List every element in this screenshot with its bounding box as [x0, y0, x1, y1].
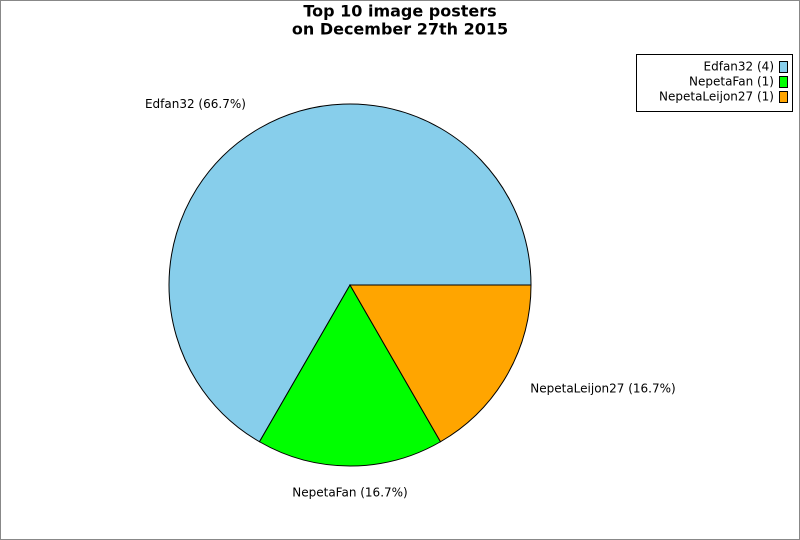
legend-label: Edfan32 (4): [704, 60, 774, 74]
chart-title: Top 10 image posters: [303, 2, 496, 21]
chart-title: on December 27th 2015: [292, 20, 508, 39]
pie-slice: [168, 103, 532, 443]
pie-slice: [349, 284, 532, 443]
slice-label: NepetaFan (16.7%): [292, 486, 407, 500]
legend-swatch: [779, 76, 788, 88]
legend-box: [636, 54, 793, 112]
legend-swatch: [779, 91, 788, 103]
legend-label: NepetaFan (1): [689, 75, 774, 89]
slice-label: Edfan32 (66.7%): [145, 97, 246, 111]
slice-label: NepetaLeijon27 (16.7%): [530, 382, 675, 396]
legend-label: NepetaLeijon27 (1): [659, 90, 774, 104]
legend-swatch: [779, 61, 788, 73]
pie-slice: [258, 283, 442, 467]
